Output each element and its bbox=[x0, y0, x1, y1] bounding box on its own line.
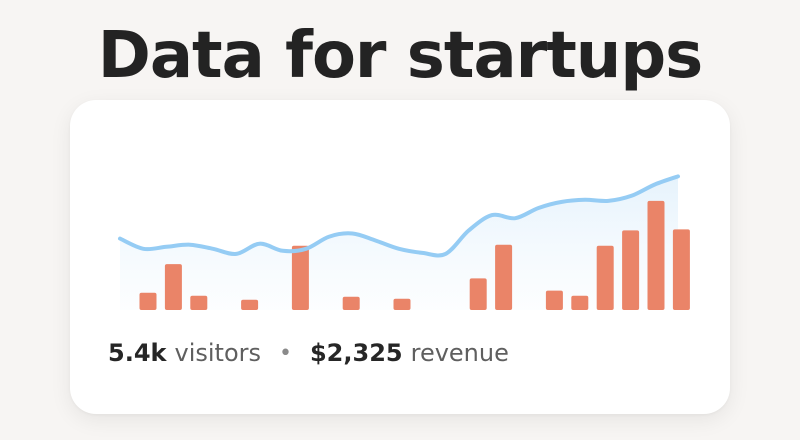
bar bbox=[291, 245, 309, 310]
visitors-count: 5.4k bbox=[108, 339, 167, 367]
bar bbox=[342, 296, 360, 310]
revenue-label: revenue bbox=[410, 339, 509, 367]
revenue-amount: $2,325 bbox=[309, 339, 403, 367]
stats-card: 5.4k visitors • $2,325 revenue bbox=[70, 100, 730, 414]
bar bbox=[622, 230, 640, 310]
bar bbox=[139, 292, 157, 310]
bar bbox=[241, 299, 259, 310]
bar bbox=[571, 295, 589, 310]
bar bbox=[672, 229, 690, 310]
visitors-line bbox=[118, 174, 680, 258]
bar bbox=[545, 290, 563, 310]
separator-dot: • bbox=[279, 340, 292, 366]
bar bbox=[647, 200, 665, 310]
stats-summary: 5.4k visitors • $2,325 revenue bbox=[108, 332, 509, 374]
bar bbox=[393, 298, 411, 310]
bar bbox=[495, 244, 513, 310]
bar bbox=[469, 278, 487, 310]
visitors-label: visitors bbox=[174, 339, 261, 367]
bar bbox=[164, 264, 182, 310]
traffic-revenue-chart bbox=[118, 174, 690, 310]
visitors-area bbox=[120, 176, 678, 310]
page-title: Data for startups bbox=[97, 19, 704, 93]
bar bbox=[596, 245, 614, 310]
bar bbox=[190, 295, 208, 310]
